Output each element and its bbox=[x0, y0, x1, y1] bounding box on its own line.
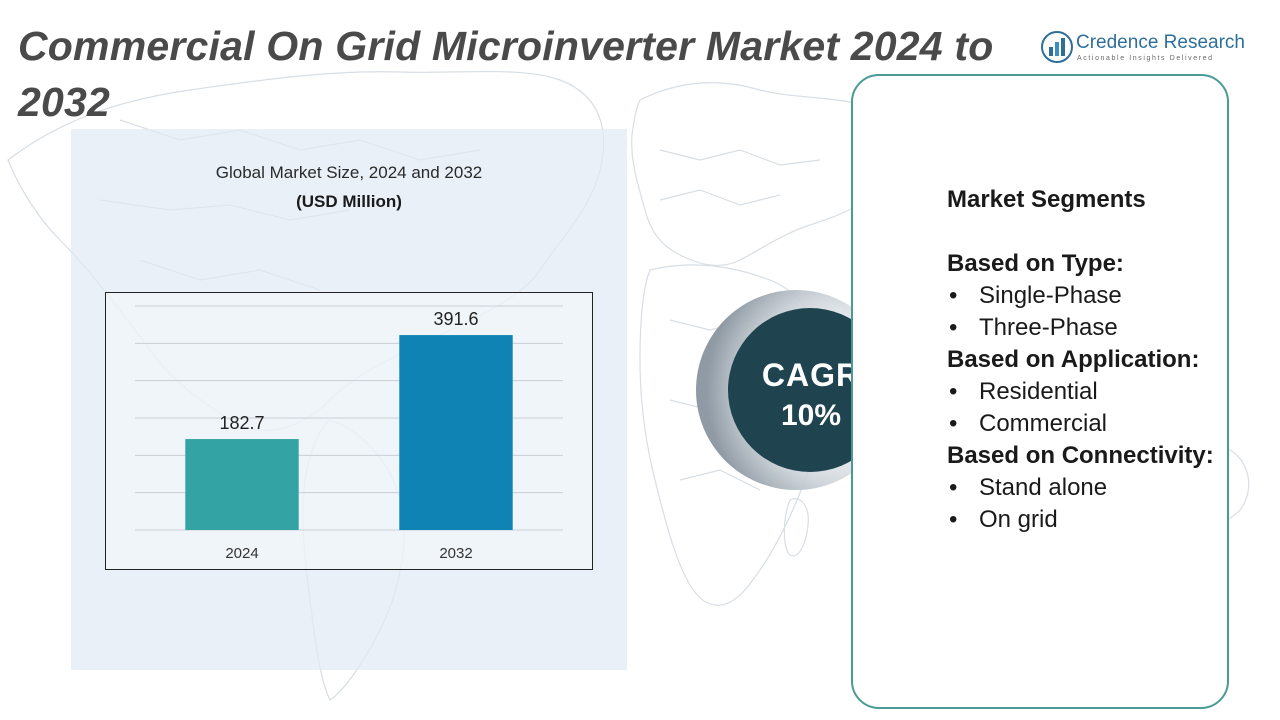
chart-panel bbox=[71, 129, 627, 670]
brand-logo[interactable]: Credence Research Actionable Insights De… bbox=[1040, 30, 1260, 70]
segment-item: • Residential bbox=[947, 376, 1217, 408]
brand-tagline: Actionable Insights Delivered bbox=[1077, 55, 1214, 62]
bar-2024 bbox=[185, 439, 299, 530]
bullet-icon: • bbox=[949, 410, 958, 437]
chart-frame bbox=[105, 292, 593, 570]
segment-item: • Three-Phase bbox=[947, 312, 1217, 344]
segment-item-label: Three-Phase bbox=[979, 314, 1118, 341]
segment-item-label: On grid bbox=[979, 506, 1058, 533]
market-size-bar-chart: 182.7 2024 391.6 2032 bbox=[105, 292, 593, 570]
bullet-icon: • bbox=[949, 314, 958, 341]
bullet-icon: • bbox=[949, 506, 958, 533]
brand-name: Credence Research bbox=[1076, 32, 1245, 53]
bullet-icon: • bbox=[949, 474, 958, 501]
bullet-icon: • bbox=[949, 282, 958, 309]
segment-item: • Commercial bbox=[947, 408, 1217, 440]
chart-title: Global Market Size, 2024 and 2032 bbox=[215, 163, 483, 182]
segment-item-label: Residential bbox=[979, 378, 1098, 405]
cagr-label: CAGR bbox=[761, 357, 861, 393]
segment-item: • On grid bbox=[947, 504, 1217, 536]
segments-heading: Market Segments bbox=[947, 186, 1146, 213]
chart-subtitle: (USD Million) bbox=[296, 192, 402, 211]
segment-group-title: Based on Type: bbox=[947, 250, 1124, 277]
segment-group-type: Based on Type: • Single-Phase • Three-Phas… bbox=[947, 248, 1217, 344]
segment-group-connectivity: Based on Connectivity: • Stand alone • On … bbox=[947, 440, 1217, 536]
segment-group-title: Based on Connectivity: bbox=[947, 442, 1214, 469]
page-title: Commercial On Grid Microinverter Market … bbox=[18, 23, 994, 125]
x-tick-label: 2024 bbox=[225, 545, 258, 562]
bar-chart-globe-icon bbox=[1041, 31, 1073, 63]
market-segments-content: Market Segments Based on Type: • Single-P… bbox=[947, 184, 1217, 536]
segment-group-application: Based on Application: • Residential • Comm… bbox=[947, 344, 1217, 440]
data-label: 391.6 bbox=[433, 309, 478, 329]
data-label: 182.7 bbox=[219, 413, 264, 433]
segment-item-label: Commercial bbox=[979, 410, 1108, 437]
cagr-value: 10% bbox=[780, 399, 842, 432]
segment-item-label: Single-Phase bbox=[979, 282, 1122, 309]
bar-2032 bbox=[399, 335, 513, 530]
segment-item: • Single-Phase bbox=[947, 280, 1217, 312]
x-tick-label: 2032 bbox=[439, 545, 472, 562]
segment-item-label: Stand alone bbox=[979, 474, 1108, 501]
segment-item: • Stand alone bbox=[947, 472, 1217, 504]
market-segments-panel bbox=[851, 74, 1229, 709]
bullet-icon: • bbox=[949, 378, 958, 405]
segment-group-title: Based on Application: bbox=[947, 346, 1200, 373]
